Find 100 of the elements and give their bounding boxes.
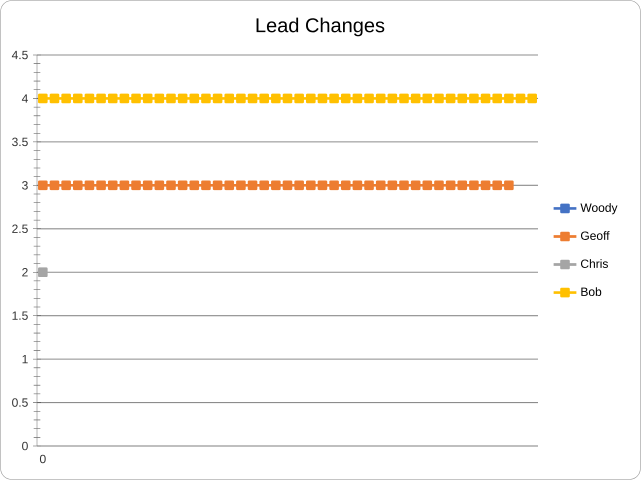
point [457, 94, 468, 104]
point [224, 180, 234, 190]
point [131, 94, 141, 104]
point [480, 180, 490, 190]
point [376, 94, 386, 104]
y-tick-label: 2.5 [12, 224, 28, 234]
point [271, 180, 281, 190]
point [446, 94, 456, 104]
point [178, 180, 188, 190]
point [306, 180, 316, 190]
point [72, 94, 83, 104]
y-tick-label: 0 [22, 442, 28, 450]
y-tick-label: 0.5 [12, 398, 28, 407]
point [178, 94, 188, 104]
point [306, 94, 316, 104]
point [294, 180, 304, 190]
point [166, 180, 176, 190]
point [154, 94, 164, 104]
point [120, 180, 130, 190]
y-tick-label: 2 [22, 268, 28, 276]
point [446, 180, 456, 190]
y-tick-label: 4.5 [12, 50, 28, 60]
point [108, 94, 118, 104]
point [399, 180, 409, 190]
point [212, 94, 222, 104]
point [38, 94, 48, 104]
point [271, 94, 281, 104]
point [504, 94, 514, 104]
point [469, 94, 479, 104]
point [166, 94, 176, 104]
y-tick-label: 4 [22, 94, 28, 103]
point [434, 94, 444, 104]
point [457, 180, 468, 190]
point [142, 94, 152, 104]
point [364, 94, 374, 104]
point [504, 180, 514, 190]
point [422, 94, 432, 104]
point [294, 94, 304, 104]
y-tick-label: 1 [22, 354, 28, 364]
point [352, 180, 362, 190]
legend-label: Chris [580, 259, 608, 268]
point [352, 94, 362, 104]
point [236, 94, 246, 104]
point [364, 180, 374, 190]
point [410, 94, 420, 104]
point [318, 94, 328, 104]
chart-title: Lead Changes [256, 18, 384, 36]
point [38, 180, 48, 190]
point [84, 94, 94, 104]
point [259, 180, 269, 190]
point [318, 180, 328, 190]
point [340, 94, 351, 104]
point [388, 94, 398, 104]
point [61, 94, 71, 104]
point [96, 180, 106, 190]
point [72, 180, 83, 190]
point [527, 94, 537, 104]
point [38, 267, 48, 278]
point [96, 94, 106, 104]
point [248, 94, 258, 104]
legend-label: Bob [581, 287, 602, 296]
point [236, 180, 246, 190]
point [329, 94, 339, 104]
point [469, 180, 479, 190]
point [131, 180, 141, 190]
legend-label: Woody [580, 203, 618, 214]
point [259, 94, 269, 104]
point [480, 94, 490, 104]
point [422, 180, 432, 190]
point [376, 180, 386, 190]
point [154, 180, 164, 190]
y-tick-label: 3 [22, 181, 28, 190]
point [492, 94, 502, 104]
point [492, 180, 502, 190]
point [50, 180, 60, 190]
point [329, 180, 339, 190]
point [201, 94, 211, 104]
point [201, 180, 211, 190]
y-tick-label: 3.5 [12, 138, 28, 146]
legend-label: Geoff [580, 231, 610, 240]
point [399, 94, 409, 104]
point [340, 180, 351, 190]
point [61, 180, 71, 190]
point [189, 180, 200, 190]
point [388, 180, 398, 190]
point [224, 94, 234, 104]
point [108, 180, 118, 190]
point [516, 94, 526, 104]
y-tick-label: 1.5 [12, 311, 28, 320]
point [248, 180, 258, 190]
point [84, 180, 94, 190]
point [189, 94, 200, 104]
point [282, 180, 292, 190]
point [50, 94, 60, 104]
point [282, 94, 292, 104]
point [212, 180, 222, 190]
point [120, 94, 130, 104]
point [142, 180, 152, 190]
point [410, 180, 420, 190]
point [434, 180, 444, 190]
